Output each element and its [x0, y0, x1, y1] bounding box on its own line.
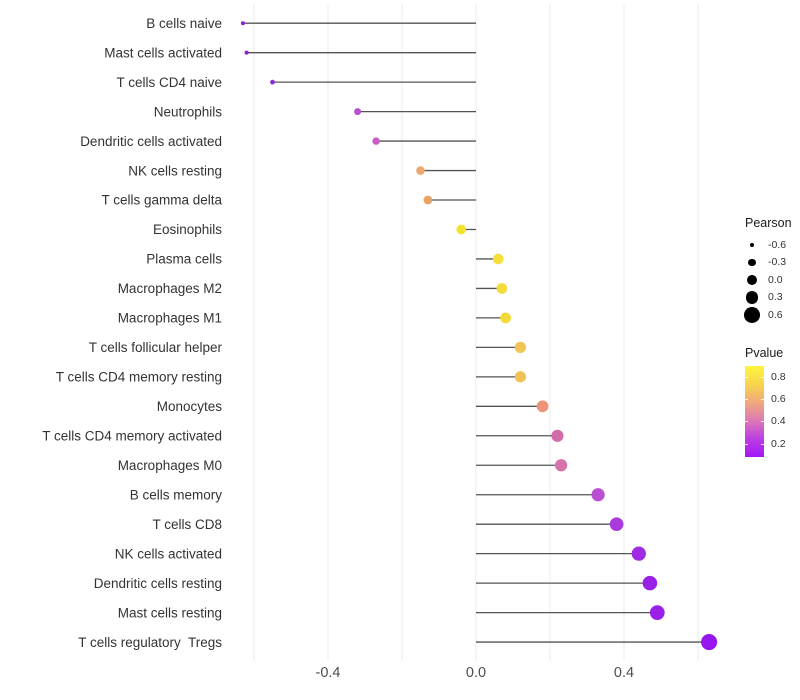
pvalue-tick-mark [745, 443, 748, 445]
lollipop-dot [551, 429, 564, 442]
pearson-legend-entry: 0.0 [741, 271, 799, 289]
x-axis-tick-label: 0.4 [614, 665, 634, 681]
lollipop-dot [609, 517, 624, 532]
lollipop-dot [354, 108, 362, 116]
y-axis-label: B cells naive [146, 16, 222, 31]
y-axis-label: Macrophages M1 [118, 311, 222, 326]
y-axis-label: T cells CD8 [152, 517, 222, 532]
pvalue-tick-label: 0.8 [771, 370, 786, 383]
y-axis-label: T cells CD4 memory resting [56, 370, 222, 385]
lollipop-dot [496, 283, 508, 294]
pvalue-tick-mark [761, 421, 764, 423]
lollipop-dot [701, 634, 718, 651]
pearson-legend-label: -0.6 [768, 238, 787, 251]
pearson-legend-entry: 0.3 [741, 289, 799, 307]
lollipop-dot [514, 341, 527, 353]
y-axis-label: Eosinophils [153, 222, 222, 237]
y-axis-label: Dendritic cells activated [80, 134, 222, 149]
lollipop-dot [536, 400, 549, 413]
pvalue-tick-mark [745, 376, 748, 378]
pvalue-color-legend: Pvalue 0.8 0.6 0.4 0.2 [741, 346, 799, 457]
y-axis-label: T cells gamma delta [101, 193, 222, 208]
y-axis-label: Macrophages M0 [118, 458, 222, 473]
pearson-legend-dot-wrap [741, 306, 763, 323]
y-axis-label: T cells regulatory Tregs [78, 635, 222, 650]
pearson-legend-dot-wrap [741, 274, 763, 285]
pearson-legend-entry: -0.3 [741, 254, 799, 272]
pvalue-tick-mark [761, 376, 764, 378]
lollipop-dot [591, 488, 605, 502]
pearson-legend-dot [744, 306, 760, 323]
pearson-legend-entry: 0.6 [741, 306, 799, 324]
y-axis-label: Macrophages M2 [118, 281, 222, 296]
pvalue-tick-mark [761, 443, 764, 445]
pearson-legend-dot-wrap [741, 290, 763, 304]
pearson-legend-label: 0.0 [768, 273, 783, 286]
y-axis-label: T cells CD4 memory activated [42, 429, 222, 444]
y-axis-label: Dendritic cells resting [94, 576, 222, 591]
pearson-legend-title: Pearson [745, 216, 792, 230]
pearson-size-legend: Pearson -0.6 -0.3 0.0 0.3 0.6 [741, 216, 799, 324]
lollipop-dot [372, 137, 380, 145]
lollipop-dot [240, 21, 245, 26]
x-axis-tick-label: -0.4 [316, 665, 341, 681]
y-axis-label: Mast cells activated [104, 45, 222, 60]
pvalue-legend-title: Pvalue [745, 345, 784, 360]
pearson-legend-label: -0.3 [768, 256, 787, 269]
y-axis-label: Neutrophils [154, 104, 223, 119]
pvalue-tick-label: 0.4 [771, 415, 786, 428]
lollipop-dot [244, 50, 249, 55]
pearson-legend-label: 0.3 [768, 291, 783, 304]
lollipop-dot [649, 605, 665, 620]
pearson-legend-dot [749, 242, 755, 247]
y-axis-label: T cells follicular helper [89, 340, 223, 355]
lollipop-dot [514, 371, 527, 383]
pvalue-tick-mark [761, 398, 764, 400]
pearson-legend-entry: -0.6 [741, 236, 799, 254]
x-axis-tick-label: 0.0 [466, 665, 486, 681]
lollipop-dot [642, 575, 658, 591]
lollipop-dot [631, 546, 646, 561]
pvalue-gradient-bar [745, 365, 764, 457]
pearson-legend-dot [745, 290, 759, 304]
pvalue-tick-label: 0.2 [771, 437, 786, 450]
pearson-legend-dot [746, 274, 758, 285]
lollipop-dot [416, 166, 425, 175]
lollipop-dot [423, 195, 433, 205]
y-axis-label: Mast cells resting [118, 605, 222, 620]
y-axis-label: Plasma cells [146, 252, 222, 267]
y-axis-label: NK cells activated [115, 546, 222, 561]
pearson-legend-entries: -0.6 -0.3 0.0 0.3 0.6 [741, 236, 799, 324]
pearson-legend-dot-wrap [741, 242, 763, 247]
y-axis-label: T cells CD4 naive [116, 75, 222, 90]
lollipop-dot [500, 312, 512, 324]
lollipop-dot [270, 79, 275, 85]
y-axis-label: Monocytes [157, 399, 223, 414]
y-axis-label: B cells memory [130, 487, 223, 502]
lollipop-dot [456, 224, 467, 235]
lollipop-dot [554, 459, 568, 472]
pvalue-tick-label: 0.6 [771, 392, 786, 405]
pvalue-tick-mark [745, 398, 748, 400]
pvalue-tick-mark [745, 421, 748, 423]
pearson-legend-label: 0.6 [768, 308, 783, 321]
lollipop-dot [492, 253, 504, 265]
pearson-legend-dot [748, 258, 756, 266]
legend: Pearson -0.6 -0.3 0.0 0.3 0.6 Pvalue 0.8 0.6 0… [741, 216, 799, 457]
y-axis-label: NK cells resting [128, 163, 222, 178]
pearson-legend-dot-wrap [741, 258, 763, 266]
pvalue-gradient-wrap: 0.8 0.6 0.4 0.2 [745, 365, 799, 457]
